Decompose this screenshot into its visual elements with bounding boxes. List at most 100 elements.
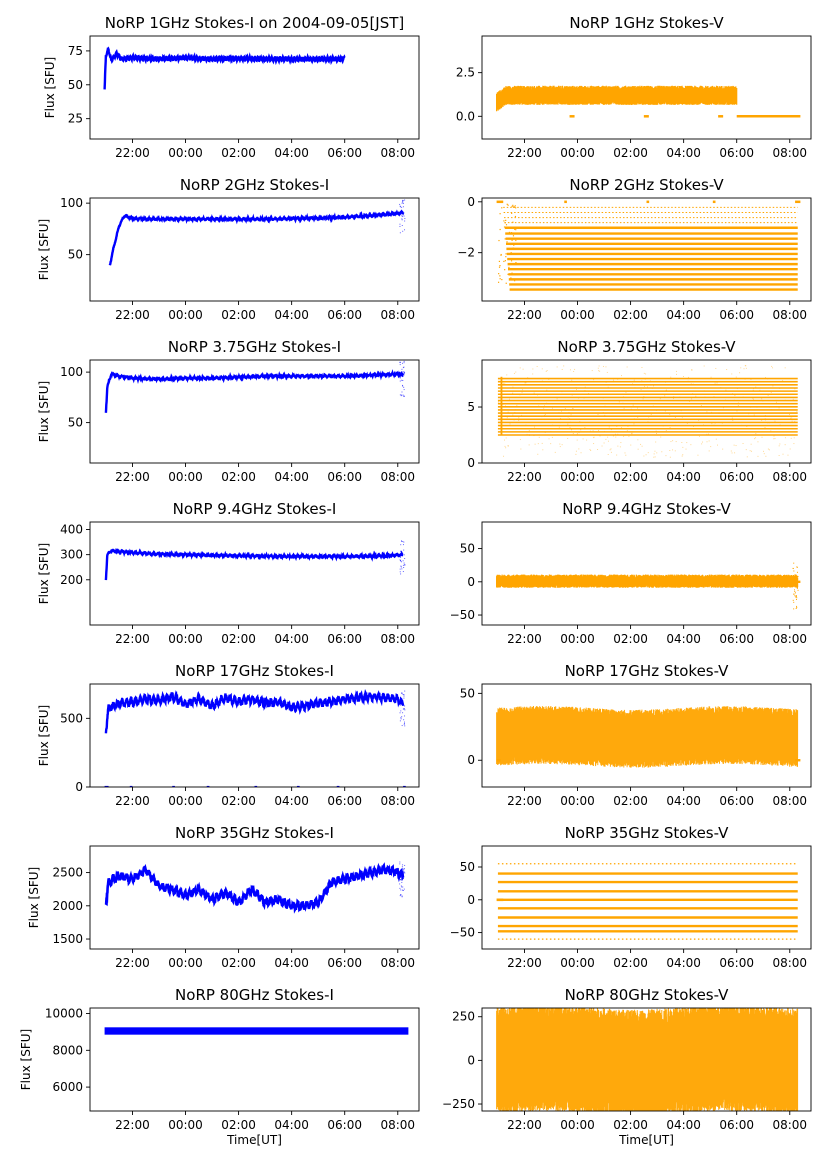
series-point — [518, 420, 520, 421]
series-point — [403, 723, 405, 725]
series-point — [402, 384, 404, 386]
series-point — [519, 367, 521, 369]
x-axis-label: Time[UT] — [226, 1133, 282, 1147]
series-point — [561, 410, 563, 412]
series-point — [403, 875, 405, 877]
series-point — [659, 398, 661, 400]
series-point — [696, 394, 698, 395]
series-point — [641, 367, 643, 368]
series-point — [512, 221, 514, 223]
x-tick-label: 08:00 — [772, 632, 807, 646]
chart-data-12 — [104, 1027, 409, 1035]
series-point — [793, 601, 795, 603]
series-point — [505, 282, 507, 284]
series-point — [722, 448, 724, 450]
series-point — [654, 456, 656, 458]
series-point — [503, 220, 505, 222]
series-point — [399, 704, 401, 706]
series-point — [504, 445, 506, 447]
chart-title: NoRP 35GHz Stokes-I — [175, 824, 334, 842]
x-tick-label: 06:00 — [327, 146, 362, 160]
series-point — [665, 381, 667, 383]
series-point — [752, 397, 754, 399]
y-tick-label: 400 — [60, 523, 83, 537]
series-point — [648, 416, 650, 418]
y-axis-label: Flux [SFU] — [37, 219, 51, 280]
x-tick-label: 08:00 — [380, 308, 415, 322]
series-point — [528, 434, 530, 436]
y-tick-label: 50 — [460, 542, 475, 556]
series-point — [710, 376, 712, 378]
x-tick-label: 04:00 — [666, 308, 701, 322]
series-point — [778, 407, 780, 409]
series-point — [791, 420, 793, 422]
series-point — [584, 386, 586, 388]
plot-frame-12 — [89, 1007, 420, 1112]
series-point — [542, 449, 544, 451]
series-line-stokes-i — [108, 209, 405, 266]
chart-panel-1: 22:00 00:00 02:00 04:00 06:00 08:00 0.0 2.5 NoRP… — [456, 14, 812, 160]
series-point — [610, 448, 612, 450]
series-point — [399, 861, 401, 863]
series-point — [796, 411, 798, 413]
series-point — [502, 403, 504, 405]
series-point — [401, 568, 403, 570]
series-point — [687, 377, 689, 379]
x-tick-label: 00:00 — [560, 308, 595, 322]
series-point — [400, 565, 402, 567]
series-point — [401, 219, 403, 221]
series-point — [403, 694, 405, 696]
series-point — [592, 399, 593, 401]
series-point — [757, 441, 759, 443]
series-point — [512, 204, 514, 206]
series-point — [538, 436, 540, 438]
chart-title: NoRP 9.4GHz Stokes-I — [173, 500, 337, 518]
x-tick-label: 02:00 — [613, 956, 648, 970]
series-point — [625, 391, 627, 393]
y-tick-label: 0 — [467, 575, 475, 589]
series-point — [572, 408, 574, 409]
series-point — [774, 438, 776, 440]
series-point — [731, 381, 733, 383]
series-point — [767, 394, 769, 396]
series-point — [504, 439, 505, 441]
x-tick-label: 06:00 — [719, 956, 754, 970]
chart-title: NoRP 1GHz Stokes-V — [569, 14, 724, 32]
chart-title: NoRP 35GHz Stokes-V — [565, 824, 730, 842]
series-point — [514, 411, 516, 413]
series-point — [514, 215, 517, 218]
series-point — [400, 717, 402, 719]
series-point — [664, 395, 666, 397]
x-tick-label: 22:00 — [115, 146, 150, 160]
series-point — [733, 384, 735, 386]
series-point — [631, 432, 633, 434]
series-point — [401, 394, 403, 396]
series-point — [512, 392, 514, 394]
series-point — [680, 410, 682, 412]
series-point — [402, 708, 404, 710]
series-point — [796, 587, 798, 589]
series-point — [498, 273, 500, 275]
series-point — [733, 399, 735, 401]
series-point — [401, 215, 403, 217]
x-tick-label: 22:00 — [115, 308, 150, 322]
series-point — [577, 397, 579, 399]
series-point — [745, 365, 747, 367]
series-point — [552, 407, 553, 409]
y-tick-label: −50 — [450, 926, 475, 940]
series-point — [769, 415, 771, 417]
series-point — [662, 425, 664, 427]
series-point — [675, 370, 677, 372]
x-tick-label: 08:00 — [380, 470, 415, 484]
series-point — [401, 895, 403, 897]
series-point — [507, 411, 509, 413]
series-point — [637, 407, 638, 409]
series-point — [670, 441, 672, 443]
series-point — [714, 406, 716, 408]
series-point — [772, 385, 774, 387]
series-point — [629, 428, 631, 430]
y-tick-label: 0 — [467, 195, 475, 209]
series-point — [796, 566, 798, 568]
series-point — [503, 226, 506, 228]
series-point — [532, 428, 534, 430]
